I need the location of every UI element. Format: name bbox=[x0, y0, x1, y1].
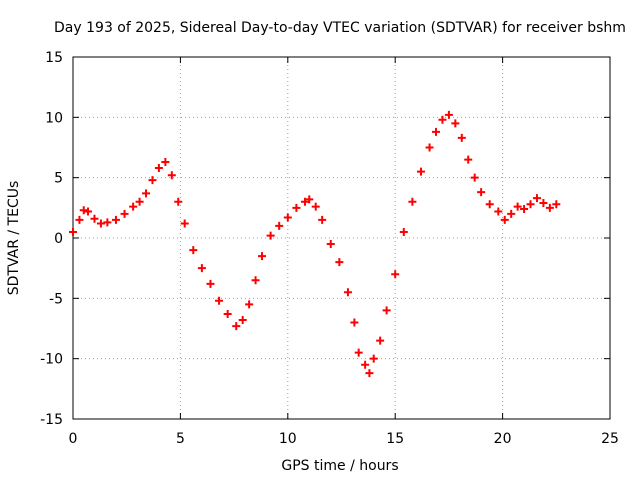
data-point bbox=[376, 336, 385, 345]
data-point bbox=[438, 115, 447, 124]
data-point bbox=[215, 296, 224, 305]
data-point bbox=[69, 227, 77, 236]
y-tick-label: -15 bbox=[40, 412, 63, 428]
data-point bbox=[470, 173, 479, 182]
x-tick-label: 25 bbox=[601, 431, 619, 447]
data-series bbox=[69, 110, 561, 378]
data-point bbox=[197, 264, 206, 273]
data-point bbox=[318, 215, 327, 224]
data-point bbox=[84, 207, 93, 216]
chart-title: Day 193 of 2025, Sidereal Day-to-day VTE… bbox=[54, 20, 626, 36]
data-point bbox=[457, 133, 466, 142]
data-point bbox=[464, 155, 473, 164]
data-point bbox=[245, 300, 254, 309]
x-axis-label: GPS time / hours bbox=[281, 458, 398, 474]
data-point bbox=[369, 354, 378, 363]
data-point bbox=[300, 197, 309, 206]
data-point bbox=[238, 316, 247, 325]
data-point bbox=[142, 189, 151, 198]
data-point bbox=[79, 206, 88, 215]
data-point bbox=[266, 231, 275, 240]
data-point bbox=[500, 215, 509, 224]
data-point bbox=[361, 360, 370, 369]
x-axis-ticks: 0 5 10 15 20 25 bbox=[69, 57, 619, 447]
x-tick-label: 20 bbox=[494, 431, 512, 447]
data-point bbox=[189, 246, 198, 255]
data-point bbox=[382, 306, 391, 315]
grid bbox=[73, 57, 610, 419]
data-point bbox=[180, 219, 189, 228]
data-point bbox=[343, 288, 352, 297]
data-point bbox=[161, 157, 170, 166]
data-point bbox=[135, 197, 144, 206]
data-point bbox=[292, 203, 301, 212]
data-point bbox=[425, 143, 434, 152]
data-point bbox=[485, 200, 494, 209]
data-point bbox=[206, 279, 215, 288]
data-point bbox=[432, 127, 441, 136]
data-point bbox=[275, 221, 284, 230]
data-point bbox=[408, 197, 417, 206]
data-point bbox=[416, 167, 425, 176]
data-point bbox=[75, 215, 84, 224]
data-point bbox=[148, 176, 157, 185]
data-point bbox=[305, 195, 314, 204]
data-point bbox=[350, 318, 359, 327]
data-point bbox=[545, 203, 554, 212]
y-tick-label: -5 bbox=[49, 291, 63, 307]
data-point bbox=[174, 197, 183, 206]
y-tick-label: -10 bbox=[40, 352, 63, 368]
data-point bbox=[167, 171, 176, 180]
data-point bbox=[526, 200, 535, 209]
data-point bbox=[494, 207, 503, 216]
data-point bbox=[354, 348, 363, 357]
data-point bbox=[223, 310, 232, 319]
y-tick-label: 15 bbox=[45, 50, 63, 66]
data-point bbox=[507, 209, 516, 218]
x-tick-label: 15 bbox=[386, 431, 404, 447]
data-point bbox=[326, 240, 335, 249]
data-point bbox=[103, 218, 112, 227]
data-point bbox=[391, 270, 400, 279]
data-point bbox=[96, 219, 105, 228]
data-point bbox=[477, 188, 486, 197]
data-point bbox=[335, 258, 344, 267]
data-point bbox=[444, 110, 453, 119]
data-point bbox=[251, 276, 260, 285]
x-tick-label: 0 bbox=[69, 431, 78, 447]
data-point bbox=[399, 227, 408, 236]
data-point bbox=[120, 209, 129, 218]
data-point bbox=[90, 214, 99, 223]
data-point bbox=[451, 119, 460, 128]
x-tick-label: 5 bbox=[176, 431, 185, 447]
y-tick-label: 10 bbox=[45, 110, 63, 126]
y-axis-label: SDTVAR / TECUs bbox=[6, 181, 22, 296]
data-point bbox=[111, 215, 120, 224]
y-tick-label: 0 bbox=[54, 231, 63, 247]
data-point bbox=[129, 202, 138, 211]
data-point bbox=[232, 322, 241, 331]
data-point bbox=[539, 199, 548, 208]
x-tick-label: 10 bbox=[279, 431, 297, 447]
data-point bbox=[365, 369, 374, 378]
data-point bbox=[520, 205, 529, 214]
data-point bbox=[154, 164, 163, 173]
y-axis-ticks: -15 -10 -5 0 5 10 15 bbox=[40, 50, 610, 428]
data-point bbox=[283, 213, 292, 222]
data-point bbox=[513, 202, 522, 211]
data-point bbox=[532, 194, 541, 203]
data-point bbox=[552, 200, 561, 209]
data-point bbox=[311, 202, 320, 211]
y-tick-label: 5 bbox=[54, 171, 63, 187]
data-point bbox=[258, 252, 267, 261]
